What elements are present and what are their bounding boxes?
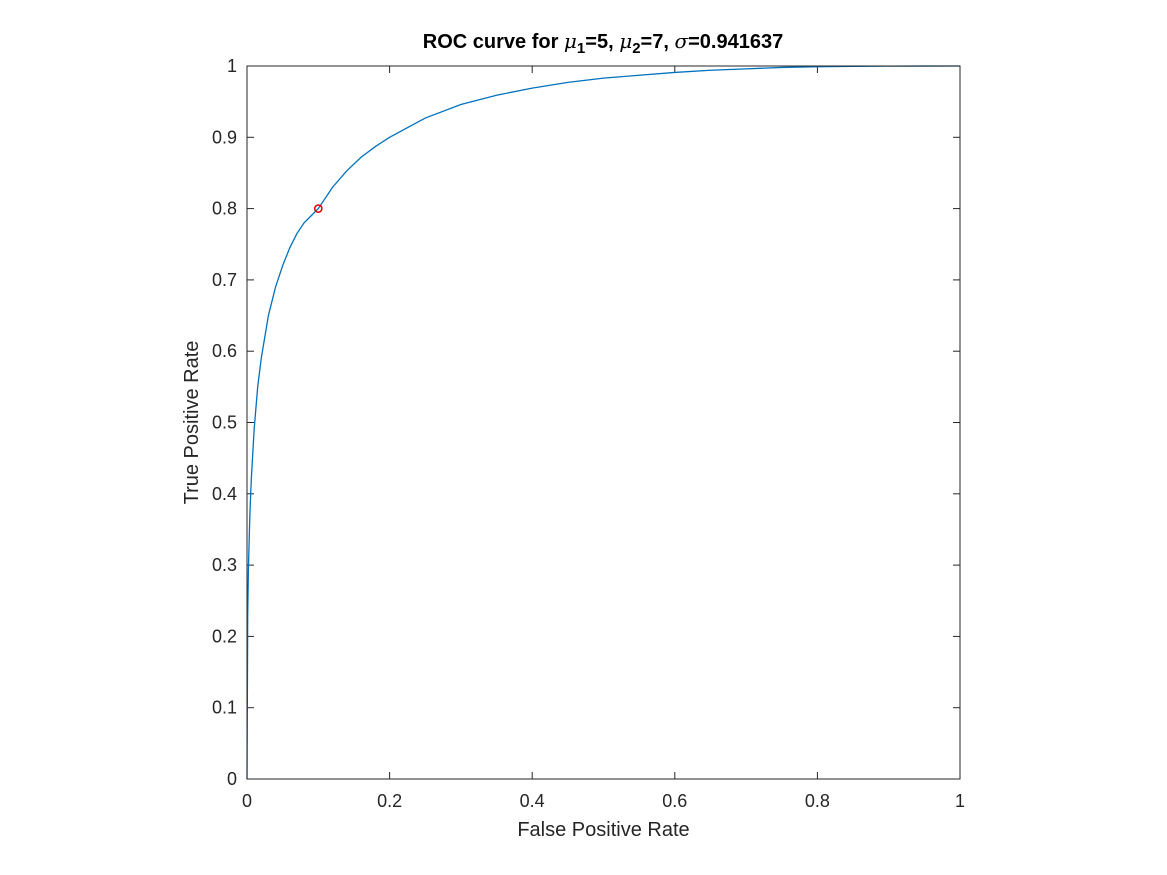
chart-title: ROC curve for μ1=5, μ2=7, σ=0.941637	[423, 29, 783, 57]
y-tick-label: 0.6	[212, 341, 237, 361]
y-axis-label: True Positive Rate	[181, 341, 203, 505]
x-tick-label: 1	[955, 791, 965, 811]
title-mu2-symbol: μ	[619, 29, 632, 53]
x-tick-label: 0.6	[662, 791, 687, 811]
y-tick-label: 0.4	[212, 484, 237, 504]
y-tick-label: 0.8	[212, 199, 237, 219]
title-mu1-value: =5,	[585, 31, 619, 53]
operating-point-marker	[313, 204, 323, 213]
y-tick-label: 0.5	[212, 413, 237, 433]
y-tick-label: 0.3	[212, 555, 237, 575]
roc-curve-line	[246, 65, 961, 780]
title-sigma-value: =0.941637	[688, 31, 783, 53]
y-tick-label: 0.9	[212, 127, 237, 147]
title-mu2-value: =7,	[641, 31, 675, 53]
x-tick-label: 0.2	[377, 791, 402, 811]
y-tick-label: 0.7	[212, 270, 237, 290]
y-tick-label: 1	[227, 56, 237, 76]
x-axis-label: False Positive Rate	[517, 819, 689, 841]
x-tick-label: 0	[242, 791, 252, 811]
title-sigma-symbol: σ	[674, 29, 689, 53]
y-tick-label: 0	[227, 769, 237, 789]
y-tick-label: 0.1	[212, 698, 237, 718]
y-tick-label: 0.2	[212, 626, 237, 646]
title-mu1-symbol: μ	[564, 29, 577, 53]
title-mu2-subscript: 2	[632, 40, 640, 57]
title-mu1-subscript: 1	[577, 40, 585, 57]
axes-box	[246, 65, 961, 780]
axis-tick-labels: 0 0.2 0.4 0.6 0.8 1 0 0.1 0.2 0.3 0.4 0.5 0.6 0.7 0.8 0…	[212, 56, 965, 811]
title-prefix: ROC curve for	[423, 31, 564, 53]
x-tick-label: 0.4	[520, 791, 545, 811]
plot-area	[247, 66, 960, 779]
x-tick-label: 0.8	[805, 791, 830, 811]
